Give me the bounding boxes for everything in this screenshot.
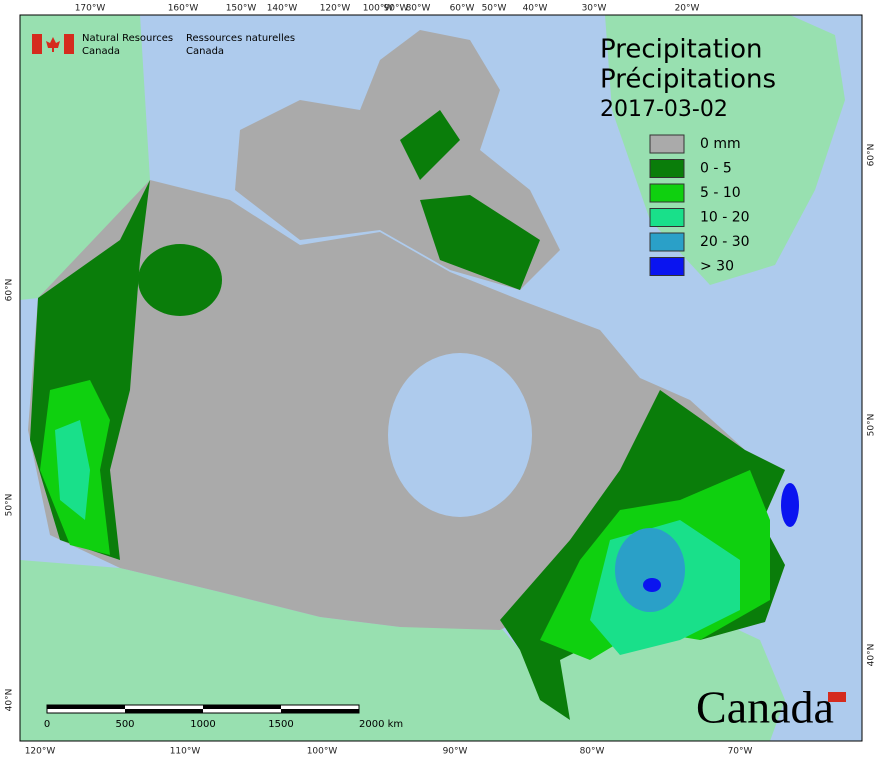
scale-bar-segment <box>203 705 281 709</box>
scale-bar-segment <box>47 705 125 709</box>
logo: Natural Resources Canada Ressources natu… <box>32 33 295 57</box>
legend-label: 0 mm <box>700 136 741 152</box>
scale-bar-segment <box>281 709 359 713</box>
longitude-label: 110°W <box>170 747 201 757</box>
longitude-label: 60°W <box>450 4 475 14</box>
logo-text: Ressources naturelles <box>186 33 295 44</box>
legend-swatch <box>649 208 685 227</box>
legend-label: > 30 <box>700 259 734 275</box>
legend-label: 20 - 30 <box>700 234 750 250</box>
longitude-label: 90°W <box>443 747 468 757</box>
latitude-label: 40°N <box>5 689 15 712</box>
precip-west-10-20 <box>55 420 90 520</box>
alaska <box>20 15 150 300</box>
legend-label: 10 - 20 <box>700 210 750 226</box>
united-states <box>20 560 785 741</box>
scale-label: 0 <box>44 719 50 730</box>
scale-label: 2000 km <box>359 719 403 730</box>
legend: 0 mm 0 - 5 5 - 10 10 - 20 20 - 30 > 30 <box>649 134 750 276</box>
logo-text: Canada <box>82 46 120 57</box>
scale-label: 500 <box>115 719 134 730</box>
longitude-label: 100°W <box>363 4 394 14</box>
hudson-bay <box>388 353 532 517</box>
precip-east-over-30 <box>643 578 661 592</box>
longitude-label: 80°W <box>580 747 605 757</box>
longitude-label: 160°W <box>168 4 199 14</box>
longitude-label: 170°W <box>75 4 106 14</box>
title: Precipitation <box>600 35 763 65</box>
title: Précipitations <box>600 65 776 95</box>
legend-swatch <box>649 232 685 252</box>
scale-bar: 0 500 1000 1500 2000 km <box>44 704 403 730</box>
longitude-label: 70°W <box>728 747 753 757</box>
map-border <box>19 14 863 742</box>
longitude-label: 100°W <box>307 747 338 757</box>
longitude-label: 120°W <box>25 747 56 757</box>
precip-newfoundland <box>781 483 799 527</box>
flag-bar <box>64 34 74 54</box>
wordmark: Canada <box>696 682 834 733</box>
longitude-label: 30°W <box>582 4 607 14</box>
legend-swatch <box>649 257 685 276</box>
latitude-label: 50°N <box>5 494 15 517</box>
latitude-label: 60°N <box>5 279 15 302</box>
longitude-label: 40°W <box>523 4 548 14</box>
longitude-label: 50°W <box>482 4 507 14</box>
precip-east-20-30 <box>615 528 685 612</box>
map-area <box>20 15 862 741</box>
latitude-label: 50°N <box>867 414 877 437</box>
longitude-label: 80°W <box>406 4 431 14</box>
flag-bar <box>32 34 42 54</box>
wordmark-flag <box>828 692 846 702</box>
logo-text: Natural Resources <box>82 33 173 44</box>
date: 2017-03-02 <box>600 97 728 122</box>
latitude-label: 40°N <box>867 644 877 667</box>
scale-bar-segment <box>125 709 203 713</box>
longitude-label: 140°W <box>267 4 298 14</box>
precip-arctic <box>400 110 540 290</box>
legend-label: 5 - 10 <box>700 185 741 201</box>
scale-label: 1500 <box>268 719 293 730</box>
scale-label: 1000 <box>190 719 215 730</box>
legend-swatch <box>649 183 685 203</box>
longitude-label: 20°W <box>675 4 700 14</box>
legend-swatch <box>649 159 685 178</box>
flag-leaf <box>46 37 60 52</box>
precip-north <box>138 244 222 316</box>
graticule-labels: 170°W 160°W 150°W 140°W 120°W 100°W90°W80°W 60… <box>5 4 877 757</box>
legend-swatch <box>649 134 685 154</box>
longitude-label: 90°W <box>384 4 409 14</box>
logo-text: Canada <box>186 46 224 57</box>
legend-label: 0 - 5 <box>700 161 732 177</box>
longitude-label: 120°W <box>320 4 351 14</box>
longitude-label: 150°W <box>226 4 257 14</box>
latitude-label: 60°N <box>867 144 877 167</box>
